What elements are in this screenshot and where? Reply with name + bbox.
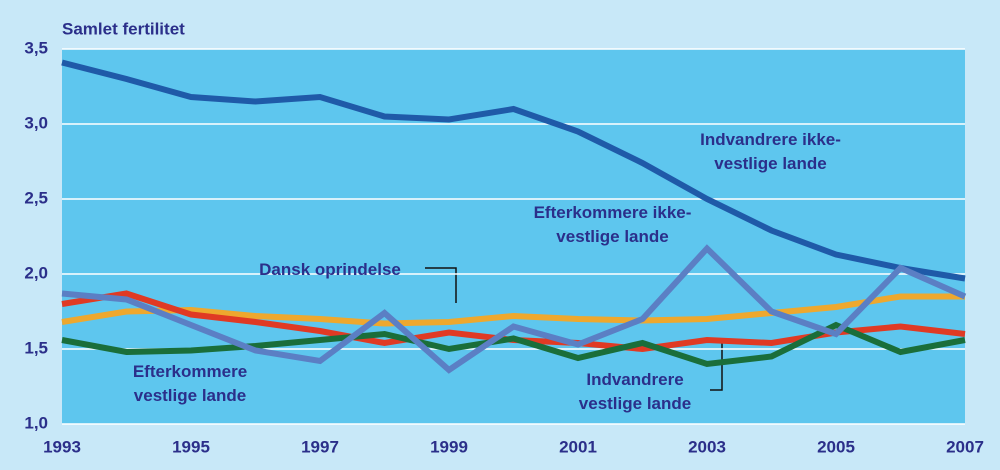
- leader-line: [425, 267, 457, 303]
- x-tick-label: 1993: [43, 437, 81, 456]
- x-tick-label: 1999: [430, 437, 468, 456]
- y-tick-label: 3,0: [24, 113, 48, 132]
- x-tick-label: 2003: [688, 437, 726, 456]
- series-line: [61, 244, 967, 374]
- y-tick-label: 3,5: [24, 38, 48, 57]
- series-label: Indvandrere vestlige lande: [578, 370, 692, 413]
- series-line: [61, 59, 966, 282]
- y-tick-label: 2,0: [24, 263, 48, 282]
- x-tick-label: 1997: [301, 437, 339, 456]
- series-line: [61, 321, 966, 368]
- y-tick-label: 2,5: [24, 188, 48, 207]
- x-tick-label: 1995: [172, 437, 210, 456]
- series-label: Efterkommere ikke-vestlige lande: [533, 203, 692, 246]
- y-tick-label: 1,5: [24, 338, 48, 357]
- x-tick-label: 2001: [559, 437, 597, 456]
- leader-line: [710, 338, 723, 391]
- series-label: Indvandrere ikke-vestlige lande: [700, 130, 841, 173]
- series-label: Dansk oprindelse: [259, 260, 401, 279]
- x-tick-label: 2007: [946, 437, 984, 456]
- y-tick-label: 1,0: [24, 413, 48, 432]
- x-tick-label: 2005: [817, 437, 855, 456]
- series-label: Efterkommere vestlige lande: [132, 362, 248, 405]
- series-line: [61, 293, 965, 327]
- y-axis-title: Samlet fertilitet: [62, 19, 185, 38]
